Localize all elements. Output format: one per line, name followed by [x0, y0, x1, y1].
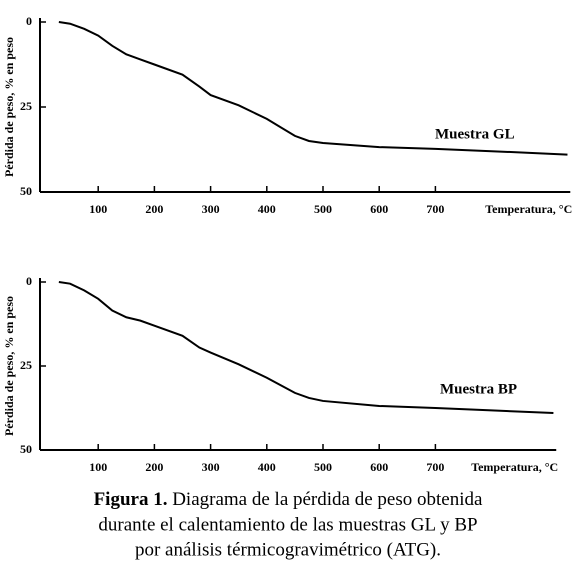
x-tick-label: 700 [426, 460, 444, 474]
y-tick-label: 50 [20, 442, 32, 456]
x-tick-label: 500 [314, 202, 332, 216]
series-label: Muestra GL [435, 126, 515, 142]
y-tick-label: 0 [26, 14, 32, 28]
caption-label: Figura 1. [94, 489, 168, 510]
series-label: Muestra BP [440, 381, 517, 397]
caption-line: durante el calentamiento de las muestras… [98, 514, 477, 535]
x-tick-label: 500 [314, 460, 332, 474]
x-tick-label: 400 [258, 202, 276, 216]
caption-text: Diagrama de la pérdida de peso obtenida [172, 489, 483, 510]
x-tick-label: 200 [145, 460, 163, 474]
y-tick-label: 50 [20, 184, 32, 198]
caption-line: por análisis térmicogravimétrico (ATG). [135, 539, 441, 560]
x-tick-label: 400 [258, 460, 276, 474]
x-tick-label: 100 [89, 460, 107, 474]
y-axis-label: Pérdida de peso, % en peso [2, 296, 16, 436]
caption-line: Figura 1. Diagrama de la pérdida de peso… [94, 489, 483, 510]
x-tick-label: 600 [370, 460, 388, 474]
x-tick-label: 300 [202, 460, 220, 474]
x-tick-label: 200 [145, 202, 163, 216]
data-line [58, 281, 554, 415]
x-tick-label: 600 [370, 202, 388, 216]
data-line [58, 21, 568, 156]
x-tick-label: 700 [426, 202, 444, 216]
y-tick-label: 25 [20, 358, 32, 372]
x-axis-label: Temperatura, °C [471, 460, 558, 474]
y-axis-label: Pérdida de peso, % en peso [2, 37, 16, 177]
x-tick-label: 300 [202, 202, 220, 216]
x-axis-label: Temperatura, °C [485, 202, 572, 216]
y-tick-label: 0 [26, 274, 32, 288]
x-tick-label: 100 [89, 202, 107, 216]
y-tick-label: 25 [20, 99, 32, 113]
